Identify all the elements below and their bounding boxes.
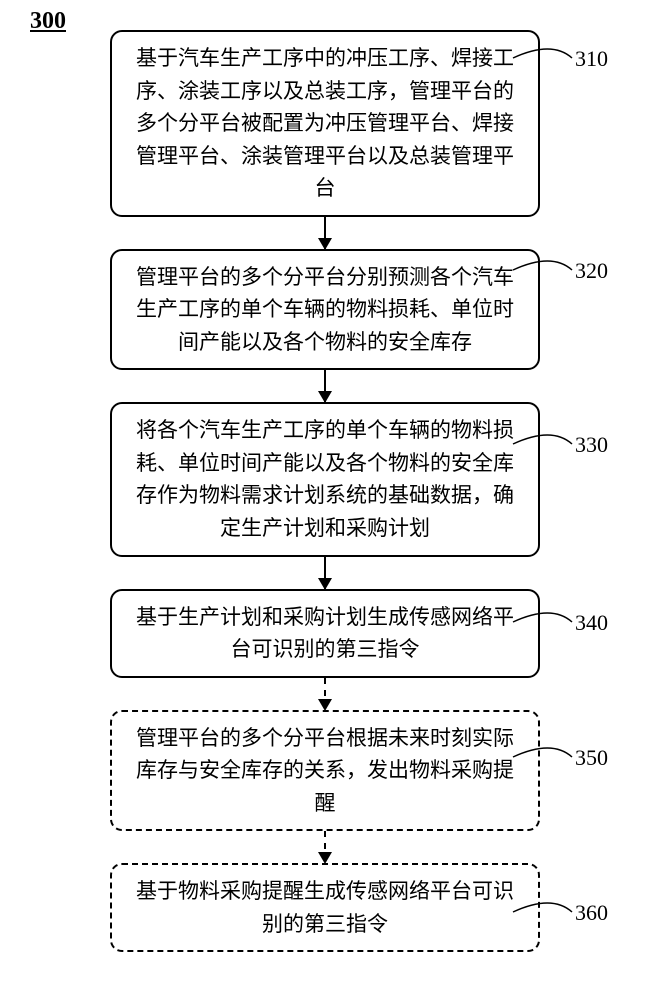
arrow-after-340 — [324, 678, 326, 710]
step-text: 基于生产计划和采购计划生成传感网络平台可识别的第三指令 — [136, 605, 514, 662]
step-node-310: 基于汽车生产工序中的冲压工序、焊接工序、涂装工序以及总装工序，管理平台的多个分平… — [110, 30, 540, 217]
step-node-350: 管理平台的多个分平台根据未来时刻实际库存与安全库存的关系，发出物料采购提醒 — [110, 710, 540, 832]
step-node-360: 基于物料采购提醒生成传感网络平台可识别的第三指令 — [110, 863, 540, 952]
step-label-320: 320 — [575, 258, 608, 284]
step-label-350: 350 — [575, 745, 608, 771]
step-text: 管理平台的多个分平台分别预测各个汽车生产工序的单个车辆的物料损耗、单位时间产能以… — [136, 265, 514, 354]
figure-number: 300 — [30, 8, 66, 35]
arrow-after-320 — [324, 370, 326, 402]
step-label-310: 310 — [575, 46, 608, 72]
step-text: 将各个汽车生产工序的单个车辆的物料损耗、单位时间产能以及各个物料的安全库存作为物… — [136, 418, 514, 540]
arrow-after-350 — [324, 831, 326, 863]
step-label-340: 340 — [575, 610, 608, 636]
flowchart-container: 基于汽车生产工序中的冲压工序、焊接工序、涂装工序以及总装工序，管理平台的多个分平… — [80, 30, 570, 952]
arrow-after-310 — [324, 217, 326, 249]
step-label-330: 330 — [575, 432, 608, 458]
step-text: 管理平台的多个分平台根据未来时刻实际库存与安全库存的关系，发出物料采购提醒 — [136, 726, 514, 815]
step-node-330: 将各个汽车生产工序的单个车辆的物料损耗、单位时间产能以及各个物料的安全库存作为物… — [110, 402, 540, 556]
step-text: 基于汽车生产工序中的冲压工序、焊接工序、涂装工序以及总装工序，管理平台的多个分平… — [136, 46, 514, 200]
step-node-340: 基于生产计划和采购计划生成传感网络平台可识别的第三指令 — [110, 589, 540, 678]
step-label-360: 360 — [575, 900, 608, 926]
step-node-320: 管理平台的多个分平台分别预测各个汽车生产工序的单个车辆的物料损耗、单位时间产能以… — [110, 249, 540, 371]
arrow-after-330 — [324, 557, 326, 589]
step-text: 基于物料采购提醒生成传感网络平台可识别的第三指令 — [136, 879, 514, 936]
